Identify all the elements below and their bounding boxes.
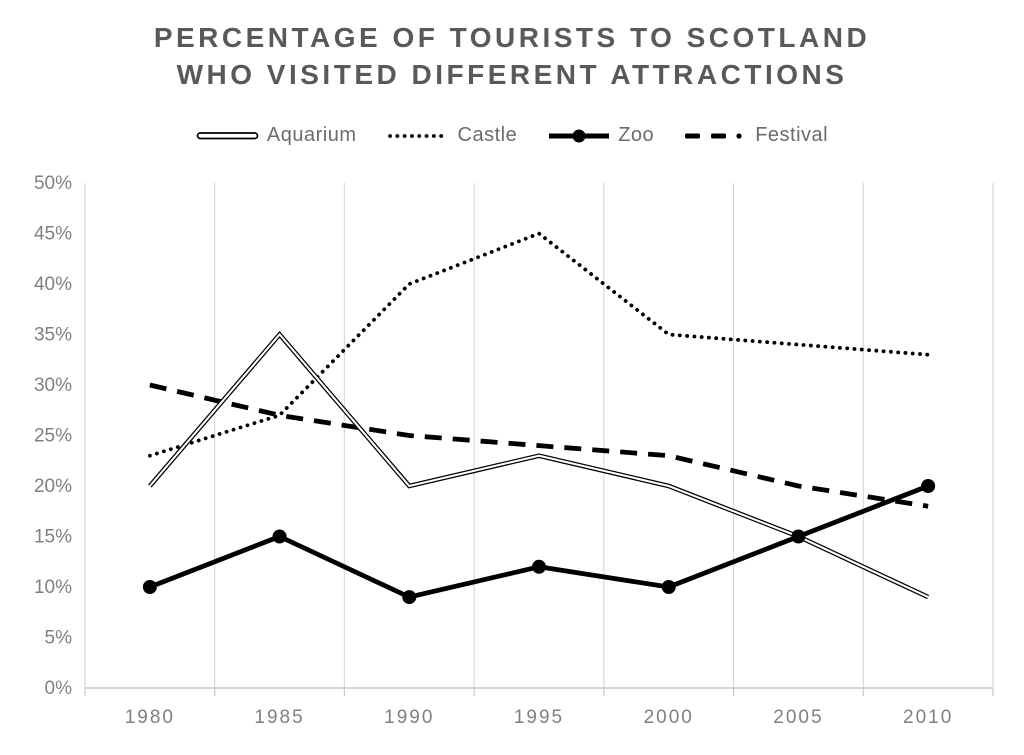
swatch-marker xyxy=(572,129,586,142)
series-line-aquarium-inner xyxy=(149,332,929,599)
swatch-shape xyxy=(685,133,701,138)
legend-swatch-dotted-icon xyxy=(387,133,450,138)
y-axis-tick-label: 0% xyxy=(45,678,73,699)
legend-label: Zoo xyxy=(618,124,655,146)
y-axis-tick-label: 30% xyxy=(34,375,72,396)
y-axis-tick-label: 20% xyxy=(34,476,72,497)
series-line-aquarium xyxy=(148,330,930,600)
y-axis-tick-label: 50% xyxy=(34,173,72,194)
swatch-dot xyxy=(736,132,742,139)
series-marker-zoo xyxy=(402,590,417,605)
y-axis-tick-label: 25% xyxy=(34,426,72,447)
legend-item-zoo: Zoo xyxy=(547,124,654,147)
x-axis-tick-label: 2005 xyxy=(773,707,823,728)
x-axis-tick-label: 2000 xyxy=(644,707,694,728)
x-axis-tick-label: 2010 xyxy=(903,707,953,728)
legend-label: Festival xyxy=(755,124,829,146)
legend-item-festival: Festival xyxy=(684,124,828,147)
x-axis-tick-label: 1980 xyxy=(125,707,175,728)
y-axis-tick-label: 40% xyxy=(34,274,72,295)
legend-swatch-solid-marker-icon xyxy=(549,129,610,142)
series-marker-zoo xyxy=(791,529,806,544)
x-axis-tick-label: 1995 xyxy=(514,707,564,728)
y-axis-tick-label: 35% xyxy=(34,325,72,346)
legend-swatch-dash-dot-icon xyxy=(685,132,742,139)
legend-label: Castle xyxy=(457,124,518,146)
legend-swatch-double-line-icon xyxy=(196,131,259,139)
series-marker-zoo xyxy=(142,580,157,594)
series-line-castle xyxy=(147,231,931,458)
series-marker-zoo xyxy=(272,529,287,544)
y-axis-tick-label: 15% xyxy=(34,527,72,548)
series-marker-zoo xyxy=(661,580,676,594)
legend-item-castle: Castle xyxy=(387,124,518,147)
chart-title: PERCENTAGE OF TOURISTS TO SCOTLAND WHO V… xyxy=(0,20,1024,94)
chart-title-line2: WHO VISITED DIFFERENT ATTRACTIONS xyxy=(176,58,848,90)
legend: Aquarium Castle Zoo Festival xyxy=(0,124,1024,147)
series-marker-zoo xyxy=(921,479,936,493)
y-axis-tick-label: 10% xyxy=(34,577,72,598)
chart-title-line1: PERCENTAGE OF TOURISTS TO SCOTLAND xyxy=(153,22,871,53)
legend-item-aquarium: Aquarium xyxy=(196,124,357,147)
legend-label: Aquarium xyxy=(266,124,357,146)
swatch-shape xyxy=(196,131,259,139)
series-marker-zoo xyxy=(532,559,546,574)
swatch-shape xyxy=(711,133,727,138)
y-axis-tick-label: 45% xyxy=(34,224,72,245)
y-axis-tick-label: 5% xyxy=(45,628,73,649)
series-line-festival xyxy=(149,382,929,509)
x-axis-tick-label: 1990 xyxy=(384,707,434,728)
x-axis-tick-label: 1985 xyxy=(254,707,304,728)
